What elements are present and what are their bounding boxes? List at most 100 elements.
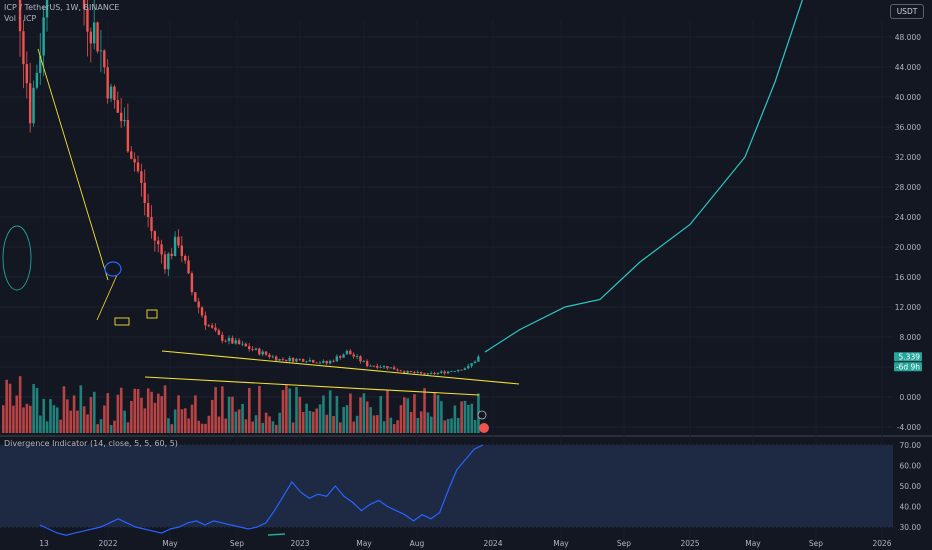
volume-bar <box>45 421 49 433</box>
countdown-tag <box>894 362 922 372</box>
highlight-box <box>114 317 130 326</box>
candle-body <box>194 292 197 302</box>
volume-bar <box>470 403 474 433</box>
candle-body <box>157 240 160 245</box>
volume-bar <box>322 395 325 433</box>
volume-bar <box>467 404 470 433</box>
candle-body <box>103 50 106 68</box>
price-tick-label: 36.000 <box>895 123 921 132</box>
volume-bar <box>332 416 335 433</box>
volume-bar <box>8 383 12 433</box>
price-tick-label: 12.000 <box>895 303 921 312</box>
candle-body <box>369 365 372 367</box>
candle-body <box>349 350 352 355</box>
price-tick-label: 32.000 <box>895 153 921 162</box>
volume-bar <box>76 410 79 433</box>
volume-bar <box>264 412 268 433</box>
candle-body <box>140 171 143 183</box>
volume-bar <box>258 385 261 433</box>
volume-bar <box>173 409 177 433</box>
price-tick-label: 28.000 <box>895 183 921 192</box>
candle-body <box>301 359 305 362</box>
price-axis[interactable]: 48.000 44.000 40.000 36.000 32.000 28.000 24.0… <box>894 33 922 432</box>
price-tick-label: 0.000 <box>900 393 922 402</box>
candle-body <box>274 356 278 361</box>
indicator-axis[interactable]: 70.00 60.00 50.00 40.00 30.00 <box>900 441 922 532</box>
indicator-label[interactable]: Divergence Indicator (14, close, 5, 5, 6… <box>4 439 178 448</box>
candle-body <box>244 343 248 347</box>
volume-bar <box>22 407 25 433</box>
time-tick-label: 2023 <box>290 539 309 548</box>
candle-body <box>177 236 180 246</box>
candle-body <box>453 371 456 372</box>
candle-body <box>22 31 25 65</box>
volume-bar <box>96 424 99 433</box>
highlight-circle <box>104 261 122 277</box>
time-axis[interactable]: 13 2022 May Sep 2023 May Aug 2024 May Sep 2025 May S… <box>39 539 892 548</box>
candle-body <box>288 357 291 361</box>
volume-bar <box>39 415 42 433</box>
candle-body <box>130 151 133 159</box>
candle-body <box>32 87 35 124</box>
candle-body <box>187 260 190 274</box>
candle-body <box>197 301 200 308</box>
time-tick-label: 2024 <box>483 539 502 548</box>
time-tick-label: 13 <box>39 539 49 548</box>
volume-bar <box>197 420 201 433</box>
rsi-tick-label: 60.00 <box>900 462 922 471</box>
candle-body <box>210 325 214 328</box>
upper-wedge-line <box>161 350 520 385</box>
volume-bar <box>28 405 32 433</box>
candle-body <box>264 351 268 355</box>
volume-bar <box>312 411 315 433</box>
volume-bar <box>42 398 46 433</box>
price-tick-label: 16.000 <box>895 273 921 282</box>
volume-bar <box>109 424 113 433</box>
volume-bar <box>291 422 295 433</box>
pattern-line <box>96 274 118 321</box>
volume-bar <box>382 421 386 433</box>
candle-body <box>379 367 382 369</box>
candle-body <box>416 371 419 373</box>
volume-bar <box>335 395 339 433</box>
rsi-line <box>39 444 484 536</box>
candle-body <box>389 367 392 369</box>
volume-bar <box>130 400 133 433</box>
volume-bar <box>187 418 190 433</box>
candle-body <box>440 371 443 373</box>
candle-body <box>325 361 328 364</box>
rsi-tick-label: 50.00 <box>900 482 922 491</box>
volume-bars <box>2 376 480 433</box>
price-tick-label: 20.000 <box>895 243 921 252</box>
volume-bar <box>146 388 150 433</box>
volume-bar <box>423 388 426 433</box>
volume-bar <box>352 421 356 433</box>
currency-badge[interactable]: USDT <box>890 4 924 19</box>
bull-divergence-line <box>267 533 286 536</box>
volume-bar <box>231 396 234 433</box>
candle-body <box>248 346 251 349</box>
volume-bar <box>369 407 372 433</box>
candle-body <box>207 325 210 327</box>
candle-body <box>190 273 194 293</box>
candle-body <box>322 361 325 363</box>
candle-body <box>143 182 146 203</box>
candle-body <box>221 334 224 341</box>
volume-bar <box>261 422 265 433</box>
candle-body <box>399 370 403 372</box>
candle-body <box>234 340 237 344</box>
symbol-title[interactable]: ICP / TetherUS, 1W, BINANCE <box>4 3 120 12</box>
volume-bar <box>386 390 389 433</box>
volume-bar <box>463 400 467 433</box>
candle-body <box>355 356 359 358</box>
volume-bar <box>86 414 89 433</box>
volume-bar <box>295 387 298 433</box>
volume-bar <box>362 393 366 433</box>
volume-bar <box>298 396 302 433</box>
candle-body <box>308 360 312 362</box>
time-tick-label: 2025 <box>680 539 699 548</box>
volume-bar <box>69 410 72 433</box>
candle-body <box>170 253 173 257</box>
time-tick-label: Aug <box>410 539 425 548</box>
